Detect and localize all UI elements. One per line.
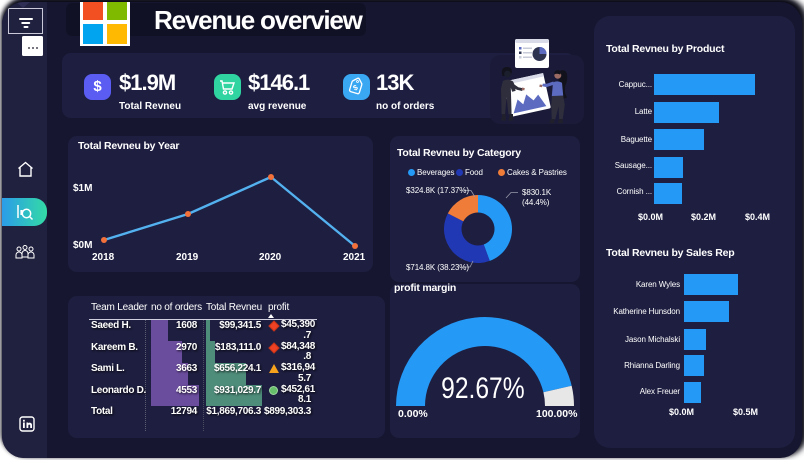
svg-text:$: $ — [352, 82, 361, 92]
